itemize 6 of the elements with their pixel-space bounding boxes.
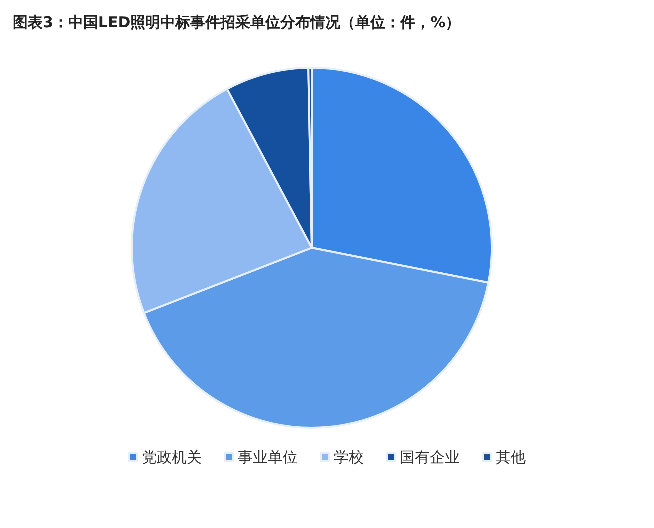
legend-label: 党政机关 xyxy=(142,448,202,466)
chart-title: 图表3：中国LED照明中标事件招采单位分布情况（单位：件，%） xyxy=(13,14,461,32)
legend-label: 其他 xyxy=(496,448,526,466)
legend-label: 国有企业 xyxy=(400,448,460,466)
legend-label: 学校 xyxy=(334,448,364,466)
legend-label: 事业单位 xyxy=(238,448,298,466)
